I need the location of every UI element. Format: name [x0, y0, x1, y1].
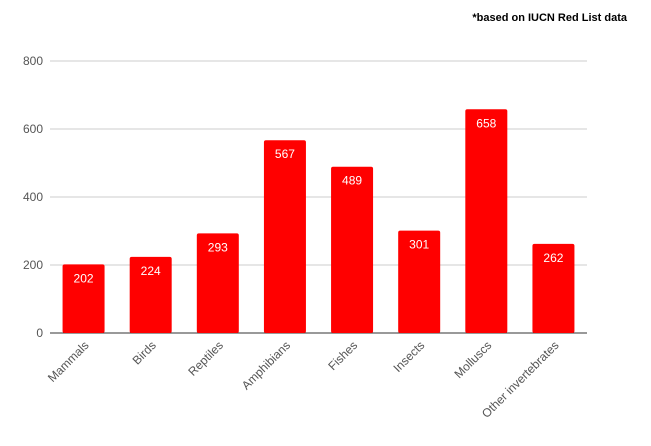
bar	[129, 256, 172, 333]
x-tick-label: Mammals	[45, 338, 92, 385]
bar	[465, 109, 508, 333]
data-label: 658	[476, 116, 496, 130]
data-label: 262	[543, 251, 563, 265]
data-label: 224	[141, 264, 161, 278]
bars: 202 224 293 567 489 301 658 262	[62, 109, 575, 333]
x-tick-label: Molluscs	[452, 338, 495, 381]
x-axis-ticks: Mammals Birds Reptiles Amphibians Fishes Inse…	[45, 338, 562, 421]
x-tick-label: Birds	[130, 338, 159, 367]
y-tick-label: 200	[23, 258, 43, 272]
bar	[532, 243, 575, 333]
y-tick-label: 600	[23, 122, 43, 136]
x-tick-label: Insects	[391, 338, 428, 375]
y-tick-label: 0	[36, 326, 43, 340]
x-tick-label: Fishes	[325, 338, 360, 373]
y-axis-ticks: 0 200 400 600 800	[23, 54, 43, 340]
y-tick-label: 400	[23, 190, 43, 204]
bar	[331, 166, 374, 333]
y-tick-label: 800	[23, 54, 43, 68]
source-note: *based on IUCN Red List data	[472, 12, 627, 24]
bar	[263, 140, 306, 333]
bar	[62, 264, 105, 333]
data-label: 293	[208, 240, 228, 254]
bar	[398, 230, 441, 333]
data-label: 202	[74, 271, 94, 285]
data-label: 489	[342, 174, 362, 188]
data-label: 567	[275, 147, 295, 161]
x-tick-label: Reptiles	[185, 338, 226, 379]
bar	[196, 233, 239, 333]
x-tick-label: Amphibians	[239, 338, 293, 392]
data-label: 301	[409, 238, 429, 252]
